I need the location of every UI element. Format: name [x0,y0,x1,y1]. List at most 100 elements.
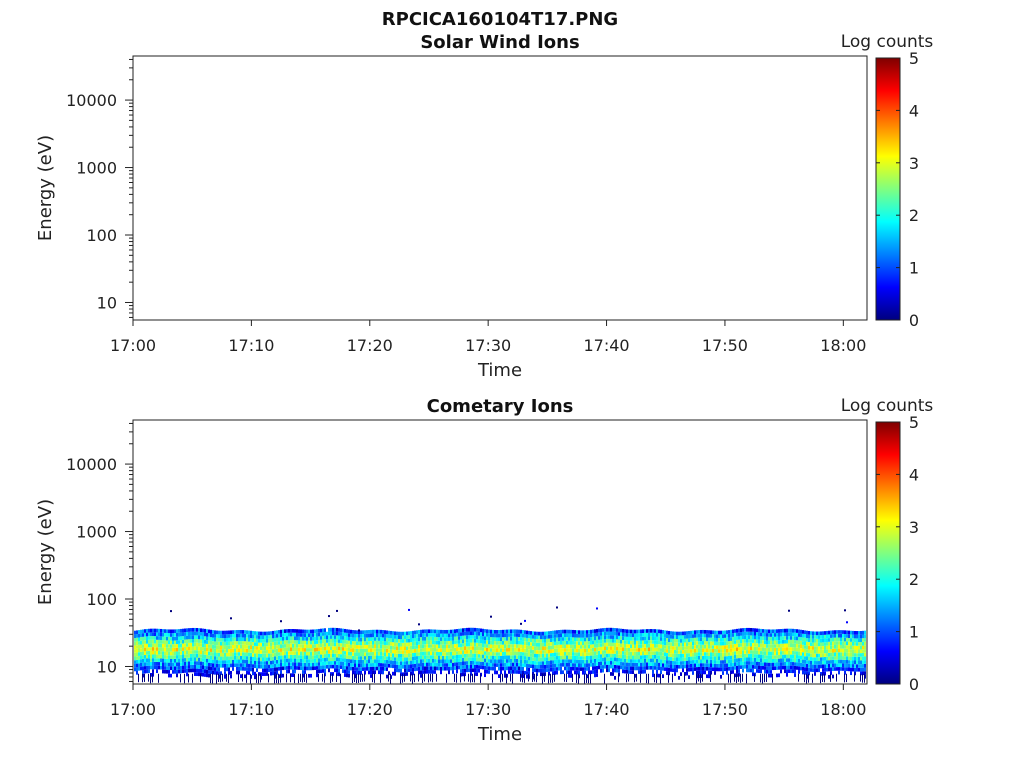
spectrogram-cell [362,645,364,649]
spectrogram-cell [578,663,580,668]
spectrogram-cell [154,661,156,666]
spectrogram-cell [554,637,556,642]
spectrogram-cell [730,666,732,671]
spectrogram-cell [850,641,852,646]
spectrogram-cell [454,655,456,659]
spectrogram-cell [398,668,400,673]
spectrogram-cell [488,659,490,663]
spectrogram-cell [172,655,174,659]
spectrogram-cell [754,654,756,658]
spectrogram-cell [824,642,826,646]
spectrogram-cell [296,636,298,641]
spectrogram-cell [272,642,274,646]
spectrogram-cell [212,652,214,656]
spectrogram-cell [616,668,618,673]
spectrogram-cell [484,632,486,637]
spectrogram-cell [420,662,422,667]
spectrogram-cell [582,645,584,649]
spectrogram-cell [772,658,774,663]
spectrogram-cell [208,662,210,667]
spectrogram-cell [190,642,192,647]
spectrogram-cell [438,651,440,656]
spectrogram-cell [758,650,760,655]
spectrogram-cell [322,669,324,673]
spectrogram-cell [266,661,268,665]
spectrogram-cell [838,670,840,675]
spectrogram-cell [762,658,764,663]
spectrogram-cell [678,664,680,669]
spectrogram-cell [234,633,236,638]
spectrogram-cell [384,633,386,638]
spectrogram-cell [830,673,831,682]
spectrogram-cell [790,661,792,666]
spectrogram-cell [236,641,238,645]
spectrogram-cell [144,655,146,659]
spectrogram-cell [158,665,160,670]
spectrogram-cell [696,641,698,645]
spectrogram-cell [520,670,522,675]
spectrogram-cell [760,662,762,666]
spectrogram-cell [742,661,744,666]
spectrogram-cell [652,636,654,641]
spectrogram-cell [318,651,320,655]
spectrogram-cell [274,630,276,635]
spectrogram-cell [216,641,218,646]
spectrogram-cell [570,659,572,664]
x-axis: 17:00 17:10 17:20 17:30 17:40 17:50 18:00 [110,684,866,719]
spectrogram-cell [654,643,656,648]
spectrogram-cell [174,662,176,667]
spectrogram-cell [318,658,320,663]
spectrogram-cell [796,658,798,663]
spectrogram-cell [542,668,544,673]
spectrogram-cell [198,668,200,673]
spectrogram-cell [428,629,430,634]
spectrogram-cell [754,639,756,644]
spectrogram-cell [342,647,344,651]
spectrogram-cell [532,631,534,636]
spectrogram-cell [224,641,226,646]
spectrogram-cell [160,654,162,659]
spectrogram-cell [418,630,420,634]
spectrogram-cell [860,667,862,672]
spectrogram-cell [304,655,306,660]
spectrogram-cell [336,650,338,654]
spectrogram-cell [482,665,484,670]
spectrogram-cell [356,645,358,649]
spectrogram-cell [268,642,270,647]
spectrogram-cell [826,634,828,639]
spectrogram-cell [518,659,520,663]
spectrogram-cell [744,628,746,632]
spectrogram-cell [464,657,466,662]
spectrogram-cell [712,641,714,646]
spectrogram-cell [468,653,470,658]
spectrogram-cell [184,673,185,684]
spectrogram-cell [576,633,578,638]
spectrogram-cell [670,653,672,658]
spectrogram-cell [818,642,820,647]
spectrogram-cell [862,656,864,661]
spectrogram-cell [730,648,732,652]
spectrogram-cell [700,629,702,634]
spectrogram-cell [838,655,840,660]
spectrogram-cell [708,641,710,645]
spectrogram-cell [698,655,700,660]
spectrogram-cell [846,667,848,672]
spectrogram-cell [142,670,144,674]
spectrogram-cell [572,673,573,682]
spectrogram-cell [844,670,846,675]
spectrogram-cell [136,645,138,649]
spectrogram-cell [852,630,854,635]
spectrogram-cell [568,629,570,634]
spectrogram-cell [460,632,462,636]
spectrogram-cell [840,659,842,664]
spectrogram-cell [490,651,492,656]
spectrogram-cell [324,635,326,640]
spectrogram-cell [210,659,212,664]
spectrogram-cell [452,651,454,656]
spectrogram-cell [804,659,806,664]
spectrogram-cell [306,629,308,634]
spectrogram-cell [134,641,136,646]
spectrogram-cell [648,636,650,641]
spectrogram-cell [260,657,262,662]
spectrogram-cell [210,629,212,634]
